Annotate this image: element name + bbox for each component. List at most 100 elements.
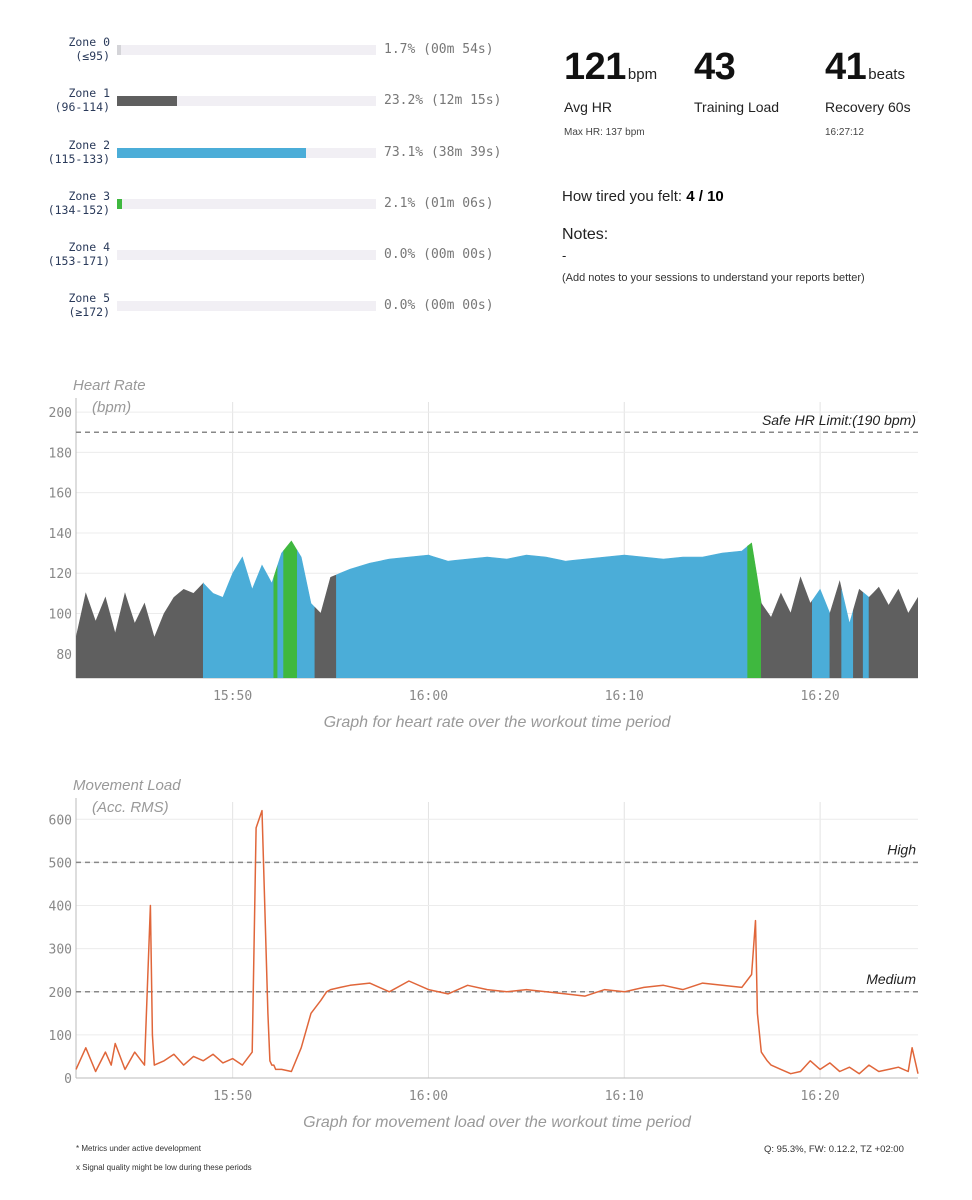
- y-tick-label: 100: [49, 1029, 72, 1044]
- recovery-time: 16:27:12: [825, 127, 864, 138]
- avg-hr-unit: bpm: [627, 66, 658, 83]
- y-tick-label: 100: [49, 608, 72, 623]
- zone-value: 0.0% (00m 00s): [384, 247, 494, 262]
- hr-zone-segment: [336, 545, 748, 678]
- training-load-value: 43: [694, 46, 736, 88]
- notes-value: -: [562, 248, 567, 263]
- y-tick-label: 200: [49, 986, 72, 1001]
- zone-name: Zone 4: [68, 240, 110, 254]
- x-tick-label: 16:00: [409, 1089, 448, 1104]
- hr-zone-segment: [296, 549, 316, 678]
- hr-zone-segment: [747, 542, 762, 678]
- max-hr-text: Max HR: 137 bpm: [564, 127, 645, 138]
- zone-bar-track: [117, 45, 376, 55]
- y-tick-label: 600: [49, 813, 72, 828]
- zone-name: Zone 3: [68, 189, 110, 203]
- zone-label: Zone 2 (115-133): [20, 138, 110, 166]
- recovery-unit: beats: [868, 66, 905, 83]
- zone-name: Zone 1: [68, 86, 110, 100]
- y-tick-label: 300: [49, 943, 72, 958]
- training-load-label: Training Load: [694, 99, 780, 115]
- zone-bar-fill: [117, 96, 178, 106]
- y-tick-label: 180: [49, 446, 72, 461]
- x-tick-label: 15:50: [213, 689, 252, 704]
- chart-caption: Graph for movement load over the workout…: [303, 1114, 692, 1131]
- zone-name: Zone 0: [68, 35, 110, 49]
- hr-zone-segment: [273, 565, 278, 678]
- y-tick-label: 160: [49, 487, 72, 502]
- recovery-label: Recovery 60s: [825, 99, 911, 115]
- chart-caption: Graph for heart rate over the workout ti…: [324, 714, 672, 731]
- zone-label: Zone 1 (96-114): [20, 86, 110, 114]
- zone-row: Zone 3 (134-152) 2.1% (01m 06s): [0, 189, 540, 229]
- hr-zone-segment: [811, 588, 831, 678]
- hr-zone-segment: [853, 588, 864, 678]
- hr-zone-segment: [314, 574, 337, 678]
- chart-y-unit: (bpm): [92, 399, 131, 416]
- y-tick-label: 400: [49, 900, 72, 915]
- zone-row: Zone 1 (96-114) 23.2% (12m 15s): [0, 86, 540, 126]
- hr-zone-segment: [868, 586, 918, 678]
- zone-label: Zone 0 (≤95): [20, 35, 110, 63]
- zone-range: (≥172): [68, 305, 110, 319]
- zone-range: (153-171): [47, 254, 110, 268]
- x-tick-label: 15:50: [213, 1089, 252, 1104]
- hr-zones-panel: Zone 0 (≤95) 1.7% (00m 54s) Zone 1 (96-114) 2…: [0, 0, 540, 330]
- chart-y-unit: (Acc. RMS): [92, 799, 169, 816]
- y-tick-label: 120: [49, 567, 72, 582]
- footnote-quality: Q: 95.3%, FW: 0.12.2, TZ +02:00: [764, 1144, 904, 1155]
- footnote-signal: x Signal quality might be low during the…: [76, 1163, 252, 1172]
- zone-range: (≤95): [75, 49, 110, 63]
- recovery-value: 41: [825, 46, 867, 88]
- x-tick-label: 16:20: [801, 1089, 840, 1104]
- notes-hint: (Add notes to your sessions to understan…: [562, 272, 865, 284]
- x-tick-label: 16:00: [409, 689, 448, 704]
- hr-zone-segment: [829, 580, 842, 678]
- safe-hr-limit-label: Safe HR Limit:(190 bpm): [762, 412, 916, 428]
- y-tick-label: 500: [49, 856, 72, 871]
- zone-value: 2.1% (01m 06s): [384, 196, 494, 211]
- zone-label: Zone 4 (153-171): [20, 240, 110, 268]
- hr-zone-segment: [277, 549, 284, 678]
- hr-zone-segment: [76, 582, 204, 678]
- hr-area-group: [76, 540, 918, 678]
- zone-row: Zone 5 (≥172) 0.0% (00m 00s): [0, 291, 540, 331]
- zone-value: 23.2% (12m 15s): [384, 93, 502, 108]
- x-tick-label: 16:10: [605, 689, 644, 704]
- avg-hr-metric: 121 bpm Avg HR Max HR: 137 bpm: [564, 46, 657, 138]
- zone-bar-fill: [117, 148, 307, 158]
- y-tick-label: 200: [49, 406, 72, 421]
- heart-rate-chart: 80 100 120 140 160 180 200 15:50 16:00 16:10 16:20…: [49, 377, 918, 731]
- threshold-label: Medium: [866, 971, 916, 987]
- hr-zone-segment: [841, 589, 854, 678]
- chart-title: Heart Rate: [73, 377, 146, 394]
- avg-hr-value: 121: [564, 46, 626, 88]
- zone-bar-track: [117, 96, 376, 106]
- zone-bar-fill: [117, 199, 123, 209]
- hr-zone-segment: [202, 556, 275, 678]
- tiredness-value: 4 / 10: [686, 188, 724, 205]
- zone-range: (96-114): [54, 100, 110, 114]
- zone-bar-track: [117, 301, 376, 311]
- zone-value: 0.0% (00m 00s): [384, 298, 494, 313]
- zone-range: (115-133): [47, 152, 110, 166]
- hr-zone-segment: [862, 591, 870, 678]
- y-tick-label: 80: [56, 648, 72, 663]
- zone-row: Zone 2 (115-133) 73.1% (38m 39s): [0, 138, 540, 178]
- tiredness-rating: How tired you felt: 4 / 10: [562, 188, 724, 205]
- movement-load-line: [75, 809, 919, 1075]
- notes-title: Notes:: [562, 226, 609, 243]
- zone-bar-track: [117, 250, 376, 260]
- zone-range: (134-152): [47, 203, 110, 217]
- zone-value: 73.1% (38m 39s): [384, 145, 502, 160]
- zone-bar-track: [117, 199, 376, 209]
- zone-bar-track: [117, 148, 376, 158]
- tiredness-label: How tired you felt:: [562, 188, 683, 205]
- hr-zone-segment: [283, 540, 298, 678]
- zone-row: Zone 0 (≤95) 1.7% (00m 54s): [0, 35, 540, 75]
- training-load-metric: 43 Training Load: [694, 46, 779, 115]
- zone-value: 1.7% (00m 54s): [384, 42, 494, 57]
- x-tick-label: 16:10: [605, 1089, 644, 1104]
- hr-zone-segment: [760, 576, 813, 678]
- y-tick-label: 0: [64, 1072, 72, 1087]
